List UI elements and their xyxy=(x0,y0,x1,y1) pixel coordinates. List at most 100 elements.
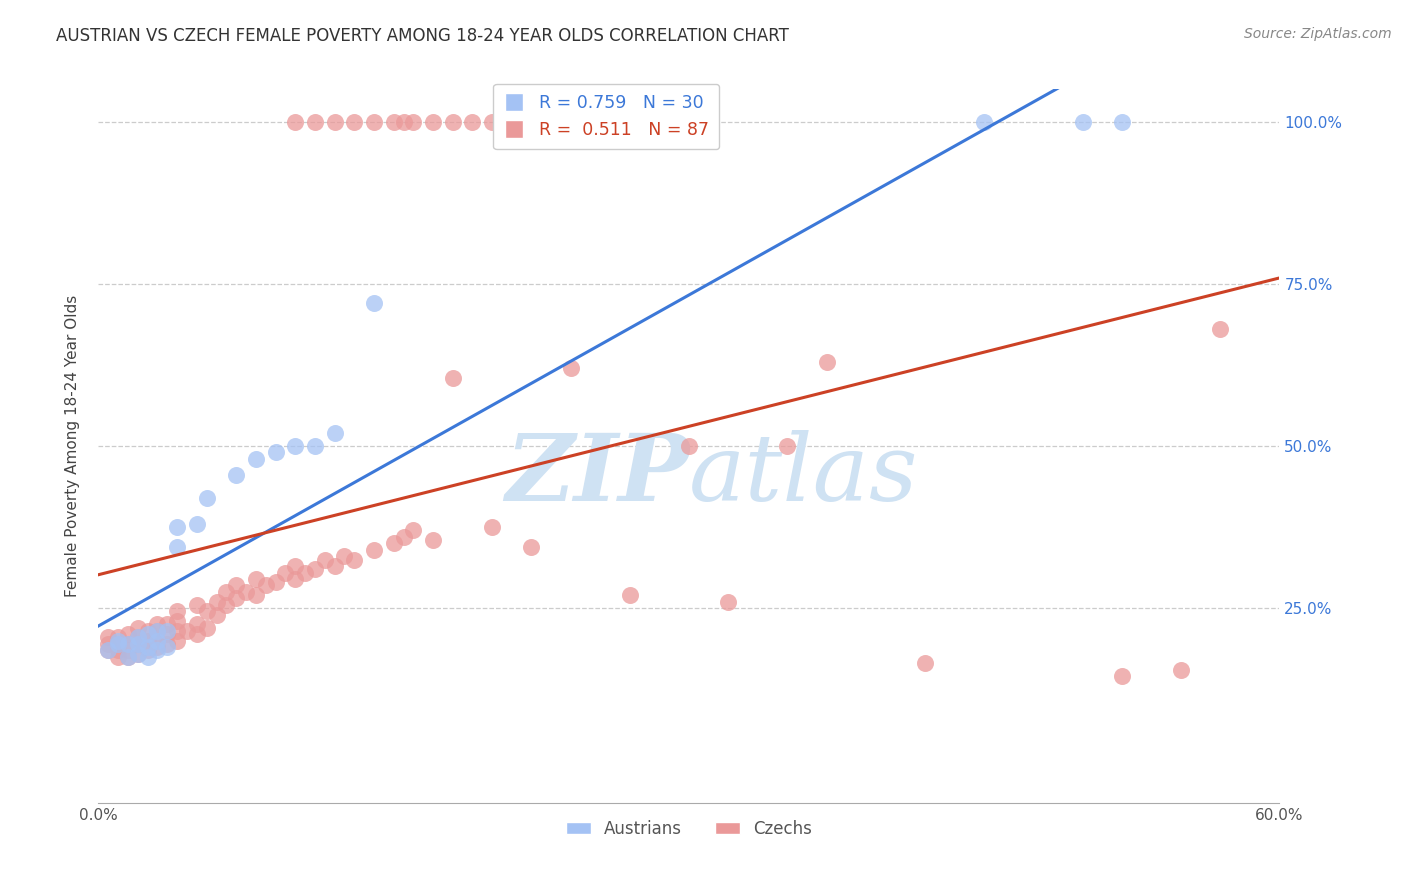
Point xyxy=(481,114,503,128)
Point xyxy=(186,598,208,612)
Point xyxy=(284,559,307,574)
Point xyxy=(97,637,120,651)
Point xyxy=(136,624,159,638)
Point xyxy=(314,552,336,566)
Point xyxy=(156,627,179,641)
Point xyxy=(284,572,307,586)
Point xyxy=(717,595,740,609)
Point xyxy=(195,491,218,505)
Point xyxy=(146,633,169,648)
Point xyxy=(127,637,149,651)
Point xyxy=(619,588,641,602)
Point xyxy=(264,575,287,590)
Point xyxy=(304,562,326,576)
Point xyxy=(166,624,188,638)
Point xyxy=(195,604,218,618)
Point xyxy=(127,637,149,651)
Point xyxy=(441,371,464,385)
Point xyxy=(1071,114,1094,128)
Text: atlas: atlas xyxy=(689,430,918,519)
Point xyxy=(205,595,228,609)
Point xyxy=(392,530,415,544)
Point xyxy=(1170,663,1192,677)
Point xyxy=(117,637,139,651)
Point xyxy=(156,617,179,632)
Point xyxy=(146,643,169,657)
Point xyxy=(284,439,307,453)
Point xyxy=(127,647,149,661)
Point xyxy=(127,631,149,645)
Point xyxy=(481,520,503,534)
Point xyxy=(136,627,159,641)
Point xyxy=(323,114,346,128)
Point xyxy=(176,624,198,638)
Point xyxy=(245,572,267,586)
Point xyxy=(678,439,700,453)
Point xyxy=(304,114,326,128)
Point xyxy=(117,637,139,651)
Point xyxy=(166,520,188,534)
Point xyxy=(225,591,247,606)
Point xyxy=(815,354,838,368)
Point xyxy=(245,452,267,467)
Point xyxy=(107,637,129,651)
Point xyxy=(274,566,297,580)
Point xyxy=(215,585,238,599)
Point xyxy=(422,533,444,547)
Point xyxy=(392,114,415,128)
Point xyxy=(402,114,425,128)
Point xyxy=(225,468,247,483)
Point xyxy=(97,631,120,645)
Point xyxy=(501,114,523,128)
Point xyxy=(146,617,169,632)
Point xyxy=(146,640,169,654)
Point xyxy=(117,627,139,641)
Point xyxy=(382,114,405,128)
Point xyxy=(215,598,238,612)
Point xyxy=(235,585,257,599)
Point xyxy=(402,524,425,538)
Point xyxy=(127,621,149,635)
Text: Source: ZipAtlas.com: Source: ZipAtlas.com xyxy=(1244,27,1392,41)
Point xyxy=(1111,669,1133,683)
Text: AUSTRIAN VS CZECH FEMALE POVERTY AMONG 18-24 YEAR OLDS CORRELATION CHART: AUSTRIAN VS CZECH FEMALE POVERTY AMONG 1… xyxy=(56,27,789,45)
Text: ZIP: ZIP xyxy=(505,430,689,519)
Point xyxy=(520,540,543,554)
Point xyxy=(107,649,129,664)
Point xyxy=(117,649,139,664)
Point xyxy=(186,516,208,531)
Point xyxy=(1209,322,1232,336)
Point xyxy=(166,614,188,628)
Point xyxy=(973,114,995,128)
Y-axis label: Female Poverty Among 18-24 Year Olds: Female Poverty Among 18-24 Year Olds xyxy=(65,295,80,597)
Point xyxy=(136,643,159,657)
Point xyxy=(186,627,208,641)
Point xyxy=(166,540,188,554)
Point xyxy=(97,643,120,657)
Point xyxy=(146,624,169,638)
Legend: Austrians, Czechs: Austrians, Czechs xyxy=(558,814,820,845)
Point xyxy=(225,578,247,592)
Point xyxy=(914,657,936,671)
Point xyxy=(117,643,139,657)
Point xyxy=(127,647,149,661)
Point xyxy=(284,114,307,128)
Point xyxy=(363,114,385,128)
Point xyxy=(146,624,169,638)
Point xyxy=(245,588,267,602)
Point xyxy=(422,114,444,128)
Point xyxy=(1111,114,1133,128)
Point xyxy=(560,361,582,376)
Point xyxy=(166,604,188,618)
Point xyxy=(304,439,326,453)
Point xyxy=(520,114,543,128)
Point xyxy=(441,114,464,128)
Point xyxy=(343,552,366,566)
Point xyxy=(186,617,208,632)
Point xyxy=(107,631,129,645)
Point xyxy=(136,649,159,664)
Point xyxy=(127,631,149,645)
Point xyxy=(363,296,385,310)
Point xyxy=(195,621,218,635)
Point xyxy=(136,640,159,654)
